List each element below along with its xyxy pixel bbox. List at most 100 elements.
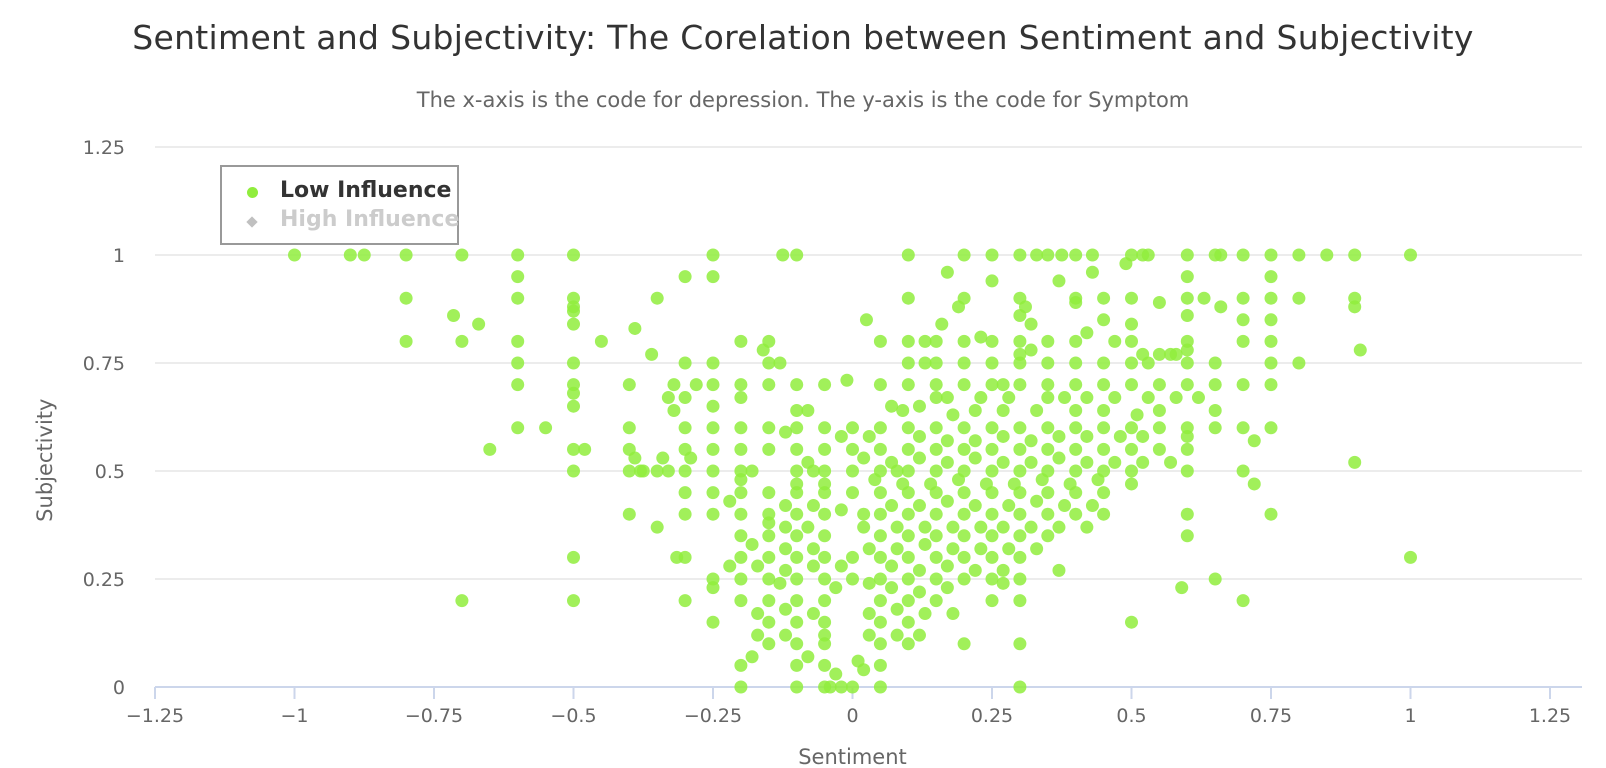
data-point[interactable] bbox=[1080, 455, 1094, 469]
data-point[interactable] bbox=[1180, 308, 1194, 322]
data-point[interactable] bbox=[834, 429, 848, 443]
data-point[interactable] bbox=[1097, 404, 1111, 418]
data-point[interactable] bbox=[1041, 356, 1055, 370]
data-point[interactable] bbox=[1091, 473, 1105, 487]
data-point[interactable] bbox=[1152, 378, 1166, 392]
data-point[interactable] bbox=[678, 270, 692, 284]
data-point[interactable] bbox=[873, 507, 887, 521]
data-point[interactable] bbox=[1125, 615, 1138, 629]
data-point[interactable] bbox=[818, 550, 832, 564]
data-point[interactable] bbox=[1085, 265, 1099, 279]
data-point[interactable] bbox=[985, 248, 999, 262]
data-point[interactable] bbox=[706, 507, 720, 521]
data-point[interactable] bbox=[790, 550, 804, 564]
data-point[interactable] bbox=[929, 421, 943, 435]
data-point[interactable] bbox=[706, 356, 720, 370]
data-point[interactable] bbox=[343, 248, 357, 262]
series-low-influence[interactable] bbox=[288, 248, 1417, 694]
data-point[interactable] bbox=[1041, 529, 1055, 543]
data-point[interactable] bbox=[806, 607, 820, 621]
data-point[interactable] bbox=[539, 421, 553, 435]
data-point[interactable] bbox=[779, 563, 793, 577]
data-point[interactable] bbox=[734, 594, 748, 608]
data-point[interactable] bbox=[974, 520, 988, 534]
data-point[interactable] bbox=[829, 581, 843, 595]
data-point[interactable] bbox=[622, 507, 636, 521]
data-point[interactable] bbox=[1404, 248, 1417, 262]
data-point[interactable] bbox=[1136, 455, 1150, 469]
data-point[interactable] bbox=[901, 334, 915, 348]
data-point[interactable] bbox=[901, 550, 915, 564]
data-point[interactable] bbox=[706, 421, 720, 435]
data-point[interactable] bbox=[901, 442, 915, 456]
data-point[interactable] bbox=[846, 680, 859, 694]
data-point[interactable] bbox=[678, 356, 692, 370]
data-point[interactable] bbox=[567, 442, 580, 456]
data-point[interactable] bbox=[1180, 356, 1194, 370]
data-point[interactable] bbox=[706, 442, 720, 456]
data-point[interactable] bbox=[1069, 404, 1083, 418]
data-point[interactable] bbox=[834, 680, 848, 694]
data-point[interactable] bbox=[957, 442, 971, 456]
data-point[interactable] bbox=[974, 542, 988, 556]
data-point[interactable] bbox=[834, 559, 848, 573]
data-point[interactable] bbox=[779, 602, 793, 616]
data-point[interactable] bbox=[957, 550, 971, 564]
data-point[interactable] bbox=[1175, 581, 1189, 595]
data-point[interactable] bbox=[1041, 486, 1055, 500]
data-point[interactable] bbox=[873, 550, 887, 564]
data-point[interactable] bbox=[846, 464, 859, 478]
data-point[interactable] bbox=[912, 499, 926, 513]
data-point[interactable] bbox=[511, 356, 525, 370]
data-point[interactable] bbox=[818, 658, 832, 672]
data-point[interactable] bbox=[622, 464, 636, 478]
data-point[interactable] bbox=[1180, 507, 1194, 521]
data-point[interactable] bbox=[957, 356, 971, 370]
data-point[interactable] bbox=[790, 529, 804, 543]
data-point[interactable] bbox=[1348, 300, 1362, 314]
data-point[interactable] bbox=[996, 378, 1010, 392]
data-point[interactable] bbox=[873, 615, 887, 629]
data-point[interactable] bbox=[594, 334, 608, 348]
data-point[interactable] bbox=[762, 486, 776, 500]
data-point[interactable] bbox=[1208, 404, 1222, 418]
data-point[interactable] bbox=[628, 451, 642, 465]
data-point[interactable] bbox=[567, 386, 580, 400]
data-point[interactable] bbox=[985, 529, 999, 543]
data-point[interactable] bbox=[511, 334, 525, 348]
data-point[interactable] bbox=[734, 391, 748, 405]
data-point[interactable] bbox=[455, 594, 469, 608]
data-point[interactable] bbox=[996, 520, 1010, 534]
data-point[interactable] bbox=[868, 473, 882, 487]
data-point[interactable] bbox=[706, 464, 720, 478]
data-point[interactable] bbox=[762, 516, 776, 530]
data-point[interactable] bbox=[790, 248, 804, 262]
data-point[interactable] bbox=[818, 378, 832, 392]
data-point[interactable] bbox=[1169, 391, 1183, 405]
data-point[interactable] bbox=[1013, 464, 1027, 478]
data-point[interactable] bbox=[985, 334, 999, 348]
data-point[interactable] bbox=[773, 576, 787, 590]
data-point[interactable] bbox=[929, 356, 943, 370]
data-point[interactable] bbox=[873, 421, 887, 435]
data-point[interactable] bbox=[1041, 507, 1055, 521]
data-point[interactable] bbox=[567, 399, 580, 413]
data-point[interactable] bbox=[1152, 421, 1166, 435]
data-point[interactable] bbox=[645, 347, 659, 361]
data-point[interactable] bbox=[901, 464, 915, 478]
data-point[interactable] bbox=[818, 464, 832, 478]
data-point[interactable] bbox=[779, 425, 793, 439]
data-point[interactable] bbox=[455, 334, 469, 348]
data-point[interactable] bbox=[885, 581, 899, 595]
data-point[interactable] bbox=[885, 559, 899, 573]
data-point[interactable] bbox=[1035, 473, 1049, 487]
data-point[interactable] bbox=[1024, 455, 1038, 469]
data-point[interactable] bbox=[1013, 486, 1027, 500]
data-point[interactable] bbox=[985, 421, 999, 435]
data-point[interactable] bbox=[968, 434, 982, 448]
data-point[interactable] bbox=[1030, 494, 1044, 508]
data-point[interactable] bbox=[946, 520, 960, 534]
data-point[interactable] bbox=[912, 585, 926, 599]
data-point[interactable] bbox=[985, 464, 999, 478]
data-point[interactable] bbox=[862, 429, 876, 443]
